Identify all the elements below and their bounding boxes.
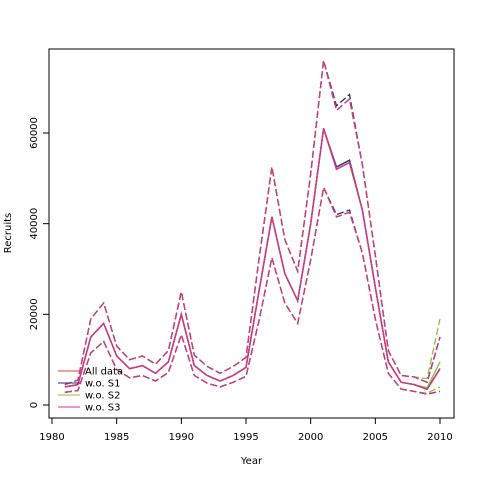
series-lower-bound-line [64,185,441,395]
legend-item: w.o. S2 [58,391,120,402]
legend-item: w.o. S3 [58,403,120,414]
series-3 [64,60,441,395]
plot-frame [48,48,455,419]
y-tick-label: 60000 [29,117,40,149]
y-axis-title: Recruits [3,213,14,254]
x-axis: 1980 1985 1990 1995 2000 2005 2010 [39,417,453,443]
series-upper-bound-line [64,60,441,386]
legend-label: w.o. S1 [85,379,120,390]
series-layer [64,60,441,395]
x-tick-label: 1995 [233,432,258,443]
legend-label: w.o. S2 [85,391,120,402]
x-axis-title: Year [240,456,263,467]
y-tick-label: 20000 [29,298,40,330]
x-tick-label: 2010 [427,432,452,443]
series-1 [64,60,441,395]
y-tick-label: 0 [29,402,40,408]
legend-label: All data [85,367,123,378]
y-axis: 0 20000 40000 60000 [29,117,50,408]
series-lower-bound-line [64,185,441,395]
series-lower-bound-line [64,185,441,394]
x-tick-label: 1980 [39,432,64,443]
series-2 [64,60,441,394]
legend-label: w.o. S3 [85,403,120,414]
series-lower-bound-line [64,185,441,395]
legend-item: w.o. S1 [58,379,120,390]
series-estimate-line [64,128,441,390]
x-tick-label: 2005 [363,432,388,443]
y-tick-label: 40000 [29,208,40,240]
x-tick-label: 1990 [169,432,194,443]
legend-item: All data [58,367,123,378]
x-tick-label: 1985 [104,432,129,443]
series-0 [64,60,441,395]
x-tick-label: 2000 [298,432,323,443]
